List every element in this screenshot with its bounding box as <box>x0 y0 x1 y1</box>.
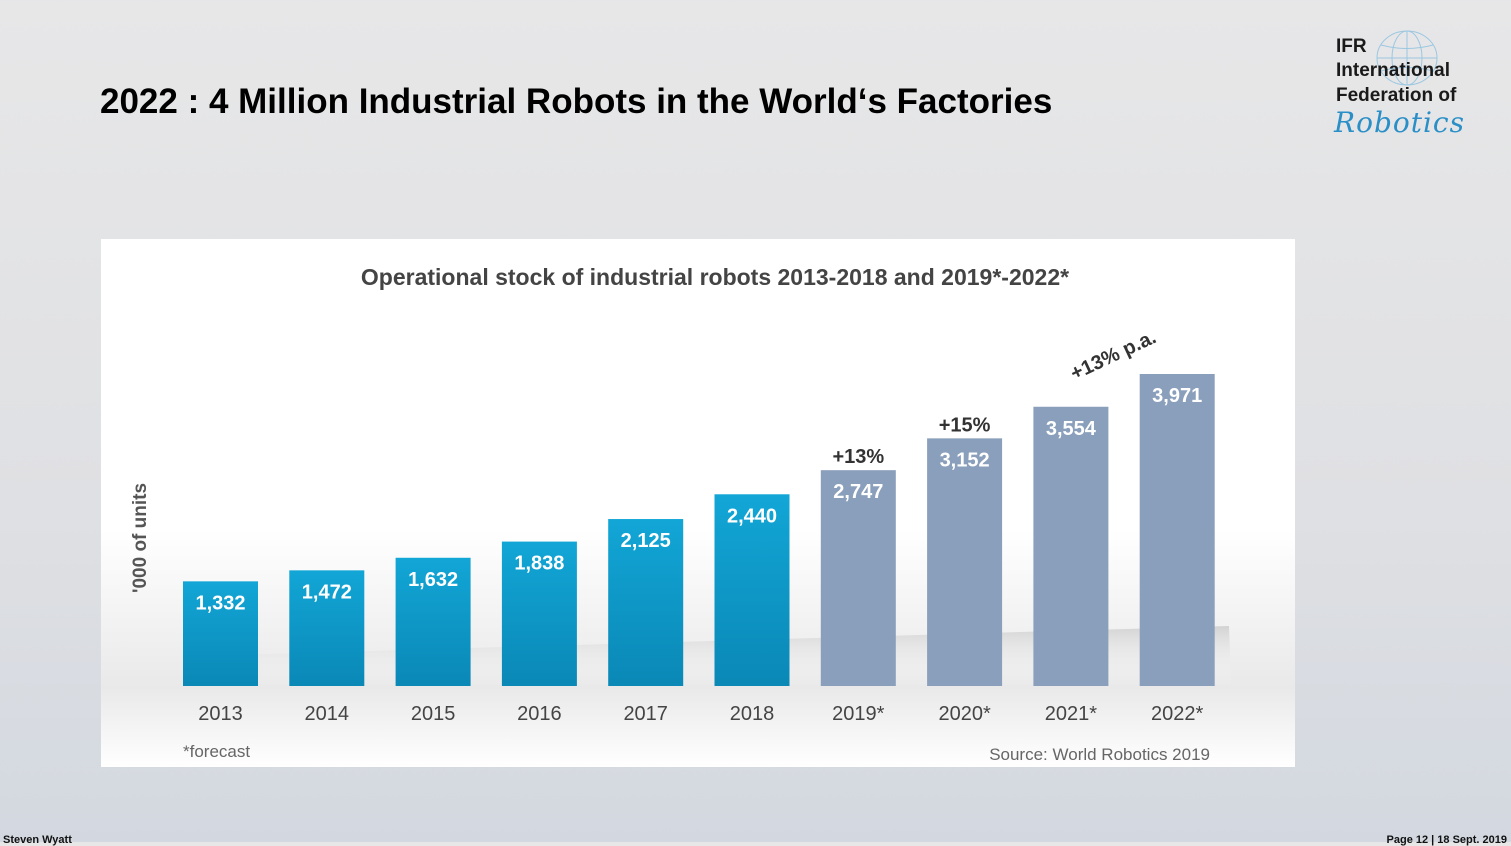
globe-icon <box>1376 30 1438 86</box>
bar-2017 <box>608 519 684 686</box>
footnote: *forecast <box>183 742 250 761</box>
logo-line-international: International <box>1336 60 1451 81</box>
footer-page: Page 12 | 18 Sept. 2019 <box>1386 834 1507 846</box>
value-label: 3,971 <box>1152 385 1202 407</box>
category-label: 2015 <box>411 703 456 725</box>
category-label: 2021* <box>1045 703 1097 725</box>
bar-2022-forecast <box>1139 374 1215 686</box>
value-label: 2,440 <box>727 505 777 527</box>
bar-2021-forecast <box>1033 406 1109 686</box>
value-label: 1,472 <box>302 581 352 603</box>
value-label: 1,632 <box>408 569 458 591</box>
logo-robotics-script: Robotics <box>1334 106 1465 139</box>
value-label: 2,125 <box>621 530 671 552</box>
bar-2013 <box>183 581 258 686</box>
slide-title: 2022 : 4 Million Industrial Robots in th… <box>100 82 1053 121</box>
footer-author: Steven Wyatt <box>3 834 72 846</box>
chart-panel: 1,332 2013 1,472 2014 1,632 2015 1,838 2016 2,12… <box>101 239 1295 767</box>
category-label: 2018 <box>730 703 775 725</box>
growth-annotation: +15% <box>939 414 991 436</box>
category-label: 2022* <box>1151 703 1203 725</box>
category-label: 2019* <box>832 703 884 725</box>
value-label: 3,152 <box>940 449 990 471</box>
value-label: 1,332 <box>195 592 245 614</box>
bar-2014 <box>289 570 365 686</box>
logo-line-ifr: IFR <box>1336 36 1367 57</box>
bar-2019-forecast <box>820 470 896 686</box>
growth-annotation: +13% <box>832 446 884 468</box>
value-label: 3,554 <box>1046 418 1097 440</box>
y-axis-label: '000 of units <box>130 483 151 593</box>
value-label: 1,838 <box>514 553 564 575</box>
source-note: Source: World Robotics 2019 <box>989 745 1210 764</box>
category-label: 2017 <box>623 703 668 725</box>
chart-title: Operational stock of industrial robots 2… <box>361 264 1069 290</box>
bar-2015 <box>395 557 471 686</box>
bar-2016 <box>501 541 577 686</box>
ifr-logo: IFR International Federation of Robotics <box>1334 30 1504 145</box>
value-label: 2,747 <box>833 481 883 503</box>
category-label: 2013 <box>198 703 243 725</box>
bar-2020-forecast <box>927 438 1003 686</box>
category-label: 2016 <box>517 703 562 725</box>
category-label: 2020* <box>938 703 990 725</box>
category-label: 2014 <box>305 703 350 725</box>
bar-2018 <box>714 494 790 686</box>
logo-line-federation: Federation of <box>1336 85 1457 106</box>
bar-chart: 1,332 2013 1,472 2014 1,632 2015 1,838 2016 2,12… <box>101 239 1295 767</box>
